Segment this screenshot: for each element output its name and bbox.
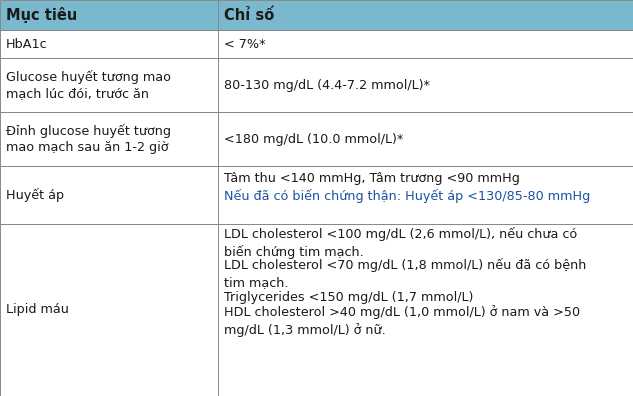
Text: LDL cholesterol <100 mg/dL (2,6 mmol/L), nếu chưa có
biến chứng tim mạch.: LDL cholesterol <100 mg/dL (2,6 mmol/L),… [224, 227, 578, 259]
Bar [0, 166, 218, 224]
Text: Glucose huyết tương mao
mạch lúc đói, trước ăn: Glucose huyết tương mao mạch lúc đói, tr… [6, 70, 171, 101]
Text: <180 mg/dL (10.0 mmol/L)*: <180 mg/dL (10.0 mmol/L)* [224, 133, 404, 145]
Bar [0, 0, 218, 30]
Bar [218, 30, 633, 58]
Text: HbA1c: HbA1c [6, 38, 47, 51]
Text: Nếu đã có biến chứng thận: Huyết áp <130/85-80 mmHg: Nếu đã có biến chứng thận: Huyết áp <130… [224, 189, 591, 203]
Bar [218, 112, 633, 166]
Bar [218, 224, 633, 396]
Text: HDL cholesterol >40 mg/dL (1,0 mmol/L) ở nam và >50
mg/dL (1,3 mmol/L) ở nữ.: HDL cholesterol >40 mg/dL (1,0 mmol/L) ở… [224, 305, 580, 337]
Text: LDL cholesterol <70 mg/dL (1,8 mmol/L) nếu đã có bệnh
tim mạch.: LDL cholesterol <70 mg/dL (1,8 mmol/L) n… [224, 258, 587, 289]
Bar [218, 166, 633, 224]
Text: 80-130 mg/dL (4.4-7.2 mmol/L)*: 80-130 mg/dL (4.4-7.2 mmol/L)* [224, 78, 430, 91]
Bar [0, 58, 218, 112]
Text: Triglycerides <150 mg/dL (1,7 mmol/L): Triglycerides <150 mg/dL (1,7 mmol/L) [224, 291, 473, 304]
Text: Huyết áp: Huyết áp [6, 188, 64, 202]
Bar [0, 224, 218, 396]
Text: Tâm thu <140 mmHg, Tâm trương <90 mmHg: Tâm thu <140 mmHg, Tâm trương <90 mmHg [224, 172, 520, 185]
Bar [218, 58, 633, 112]
Bar [0, 30, 218, 58]
Text: Lipid máu: Lipid máu [6, 303, 69, 316]
Text: Đỉnh glucose huyết tương
mao mạch sau ăn 1-2 giờ: Đỉnh glucose huyết tương mao mạch sau ăn… [6, 124, 171, 154]
Text: < 7%*: < 7%* [224, 38, 266, 51]
Text: Chỉ số: Chỉ số [224, 8, 275, 23]
Bar [0, 112, 218, 166]
Text: Mục tiêu: Mục tiêu [6, 7, 77, 23]
Bar [218, 0, 633, 30]
